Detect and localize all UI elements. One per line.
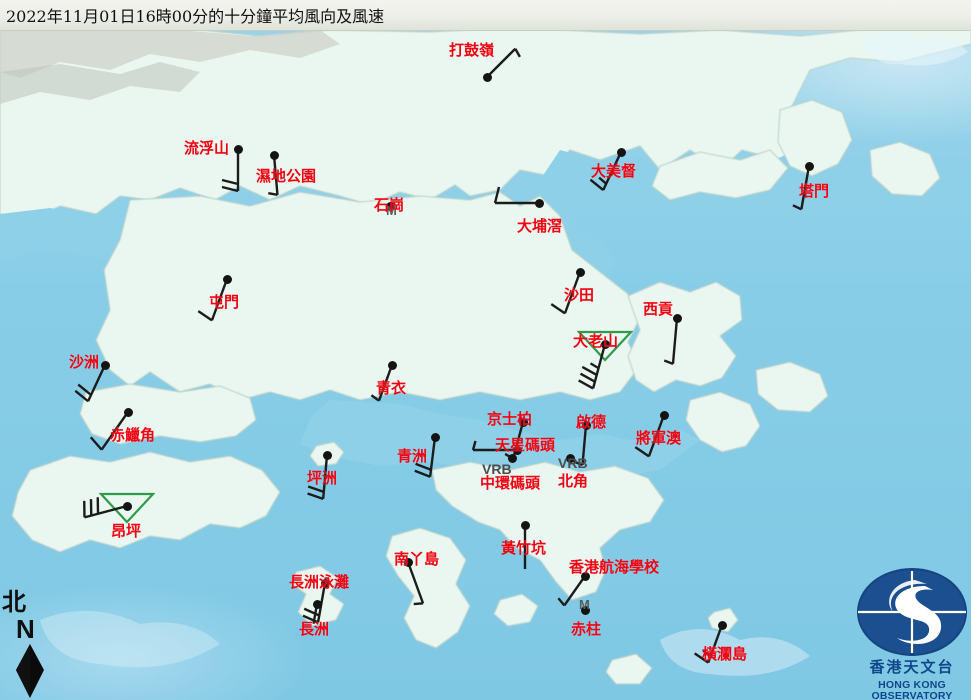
station-label: 香港航海學校 [569, 558, 660, 576]
station-label: 長洲泳灘 [289, 573, 350, 591]
station-dot-icon [575, 267, 585, 277]
station-dot-icon [222, 274, 232, 284]
station-dot-icon [565, 453, 575, 463]
station-label: 青衣 [376, 379, 407, 397]
station-label: 京士柏 [487, 410, 533, 428]
station-missing-code: M [579, 597, 590, 612]
station-dot-icon [616, 147, 626, 157]
compass-label-en: N [16, 614, 35, 644]
station-dot-icon [659, 410, 669, 420]
land-po-toi [605, 653, 653, 685]
land-clearwater-bay [685, 391, 761, 453]
compass-rose: 北 N [2, 590, 62, 700]
land-ne-islands [869, 141, 941, 197]
station-dot-icon [387, 360, 397, 370]
station-label: 濕地公園 [256, 167, 317, 185]
station-dot-icon [580, 605, 590, 615]
land-sai-kung [627, 281, 743, 393]
station-label: 赤柱 [571, 620, 602, 638]
station-dot-icon [580, 571, 590, 581]
compass-needle-icon [16, 644, 44, 698]
station-label: 石崗 [374, 196, 405, 214]
station-variable-code: VRB [558, 455, 588, 471]
station-dot-icon [482, 72, 492, 82]
station-label: 流浮山 [184, 139, 230, 157]
station-label: 橫瀾島 [702, 645, 748, 663]
land-urban-texture2 [0, 62, 200, 104]
station-dot-icon [322, 450, 332, 460]
station-dot-icon [717, 620, 727, 630]
station-dot-icon [534, 198, 544, 208]
station-dot-icon [600, 339, 610, 349]
hko-logo-cn: 香港天文台 [869, 658, 955, 676]
station-dot-icon [672, 313, 682, 323]
title-bar: 2022年11月01日16時00分的十分鐘平均風向及風速 [0, 0, 971, 31]
station-label: 中環碼頭 [480, 474, 541, 492]
land-chek-lap-kok [79, 383, 257, 445]
station-dot-icon [430, 432, 440, 442]
station-label: 啟德 [576, 413, 607, 431]
station-label: 昂坪 [111, 522, 142, 540]
station-dot-icon [122, 501, 132, 511]
station-dot-icon [804, 161, 814, 171]
land-south-islets [493, 593, 539, 627]
station-label: 天星碼頭 [495, 436, 556, 454]
station-dot-icon [123, 407, 133, 417]
station-dot-icon [233, 144, 243, 154]
station-label: 北角 [558, 472, 589, 490]
station-label: 將軍澳 [636, 429, 682, 447]
land-nt-central [95, 191, 641, 401]
station-label: 青洲 [397, 447, 428, 465]
station-label: 坪洲 [307, 469, 338, 487]
land-shenzhen-urban [0, 30, 340, 78]
station-label: 屯門 [209, 293, 240, 311]
hko-emblem-icon [857, 568, 967, 656]
land-new-territories [0, 29, 971, 221]
land-plover-cove [651, 149, 789, 201]
station-label: 大美督 [591, 162, 637, 180]
compass-label-cn: 北 [2, 587, 26, 616]
station-dot-icon [312, 599, 322, 609]
station-label: 長洲 [299, 620, 330, 638]
cloud-decor-1 [860, 32, 968, 66]
station-label: 打鼓嶺 [449, 41, 495, 59]
station-dot-icon [269, 150, 279, 160]
station-dot-icon [581, 420, 591, 430]
station-label: 塔門 [799, 182, 830, 200]
station-label: 西貢 [643, 300, 674, 318]
station-label: 沙洲 [69, 353, 100, 371]
station-dot-icon [320, 578, 330, 588]
station-label: 赤鱲角 [110, 426, 156, 444]
station-label: 大老山 [573, 332, 619, 350]
land-sai-kung-islands [755, 361, 829, 413]
station-dot-icon [520, 520, 530, 530]
land-hong-kong-island [431, 461, 665, 601]
station-dot-icon [403, 557, 413, 567]
land-tap-mun [777, 99, 853, 177]
cloud-decor-2 [660, 629, 810, 676]
station-dot-icon [385, 201, 395, 211]
station-label: 南丫島 [394, 550, 440, 568]
station-variable-code: VRB [482, 461, 512, 477]
station-label: 大埔滘 [517, 217, 563, 235]
station-label: 黃竹坑 [501, 539, 547, 557]
cloud-decor-3 [40, 610, 220, 668]
station-label: 沙田 [564, 286, 595, 304]
station-dot-icon [100, 360, 110, 370]
land-lamma-island [385, 527, 471, 649]
hko-logo: 香港天文台 HONG KONG OBSERVATORY [853, 568, 971, 700]
station-dot-icon [518, 417, 528, 427]
hko-logo-en: HONG KONG OBSERVATORY [871, 679, 953, 700]
station-missing-code: M [386, 203, 397, 218]
water-victoria-harbour [300, 400, 700, 480]
page-title: 2022年11月01日16時00分的十分鐘平均風向及風速 [6, 7, 385, 26]
